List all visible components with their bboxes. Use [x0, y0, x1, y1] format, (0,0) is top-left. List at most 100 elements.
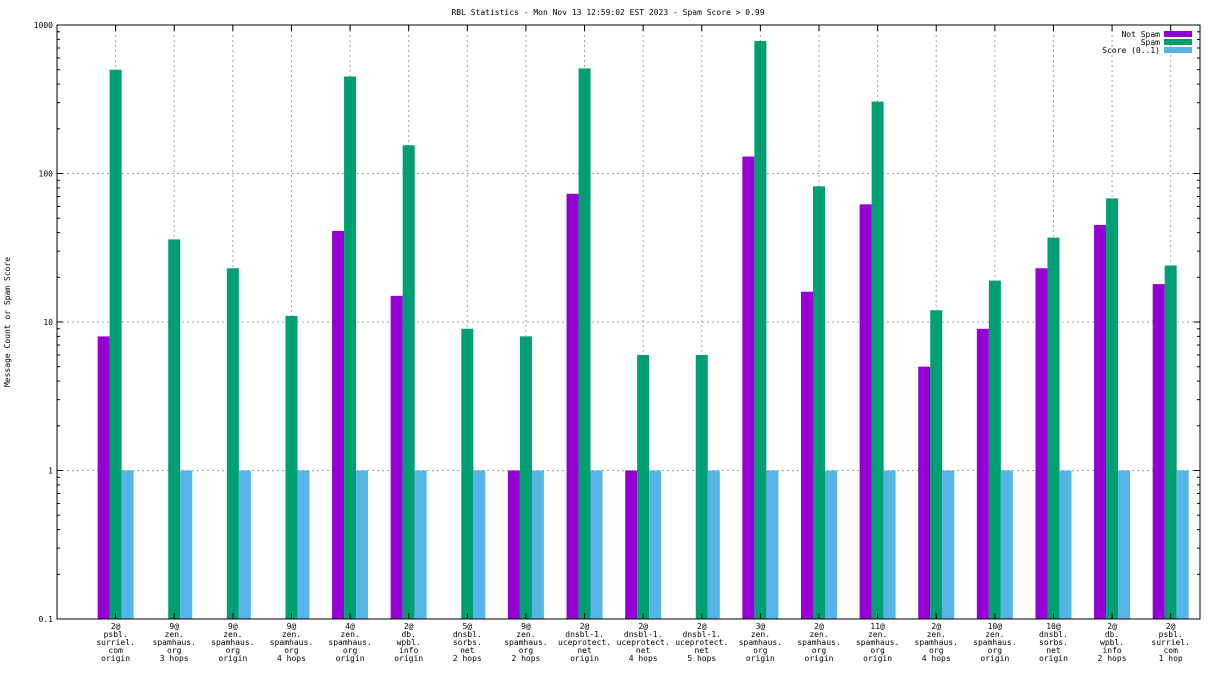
- bar-not-spam: [976, 328, 989, 619]
- x-tick-label: org: [988, 646, 1003, 655]
- x-tick-label: zen.: [165, 630, 184, 639]
- x-axis-ticks: 2@psbl.surriel.comorigin9@zen.spamhaus.o…: [96, 25, 1190, 663]
- x-tick-label: 9@: [169, 622, 179, 631]
- x-tick-label: org: [519, 646, 534, 655]
- x-tick-label: db.: [1105, 630, 1119, 639]
- legend-label: Spam: [1141, 38, 1160, 47]
- y-tick-label: 100: [39, 170, 54, 179]
- x-tick-label: info: [399, 646, 418, 655]
- bar-not-spam: [918, 366, 931, 619]
- x-tick-label: wpbl.: [1100, 638, 1124, 647]
- legend-swatch: [1164, 47, 1192, 53]
- legend-label: Not Spam: [1121, 30, 1160, 39]
- bar-spam: [578, 68, 591, 619]
- x-tick-label: spamhaus.: [504, 638, 547, 647]
- bar-spam: [344, 76, 357, 620]
- bar-score: [1176, 470, 1189, 619]
- bar-spam: [637, 354, 650, 619]
- x-tick-label: wpbl.: [397, 638, 421, 647]
- bar-spam: [871, 101, 884, 619]
- x-tick-label: origin: [1039, 654, 1068, 663]
- x-tick-label: org: [870, 646, 885, 655]
- legend-swatch: [1164, 39, 1192, 45]
- bar-spam: [1164, 265, 1177, 619]
- legend-swatch: [1164, 31, 1192, 37]
- x-tick-label: spamhaus.: [270, 638, 313, 647]
- bar-spam: [109, 69, 122, 620]
- x-tick-label: origin: [101, 654, 130, 663]
- bar-not-spam: [1152, 284, 1165, 619]
- x-tick-label: zen.: [868, 630, 887, 639]
- x-tick-label: origin: [336, 654, 365, 663]
- x-tick-label: 2@: [697, 622, 707, 631]
- bar-not-spam: [859, 204, 872, 619]
- bar-score: [1118, 470, 1131, 619]
- bar-not-spam: [507, 470, 520, 619]
- bar-spam: [988, 280, 1001, 619]
- x-tick-label: psbl.: [1159, 630, 1183, 639]
- x-tick-label: dnsbl.: [453, 630, 482, 639]
- x-tick-label: net: [577, 646, 592, 655]
- bar-score: [825, 470, 837, 619]
- y-tick-label: 10: [43, 318, 53, 327]
- x-tick-label: sorbs.: [1039, 638, 1068, 647]
- bar-score: [356, 470, 369, 619]
- y-axis-label: Message Count or Spam Score: [3, 257, 12, 387]
- x-tick-label: zen.: [809, 630, 828, 639]
- x-tick-label: spamhaus.: [856, 638, 899, 647]
- x-tick-label: org: [167, 646, 182, 655]
- x-tick-label: origin: [570, 654, 599, 663]
- x-tick-label: dnsbl.: [1039, 630, 1068, 639]
- bar-score: [238, 470, 251, 619]
- x-tick-label: com: [1163, 646, 1178, 655]
- bar-not-spam: [801, 291, 813, 619]
- x-tick-label: sorbs.: [453, 638, 482, 647]
- bar-not-spam: [332, 231, 345, 620]
- bar-score: [590, 470, 603, 619]
- x-tick-label: zen.: [516, 630, 535, 639]
- bar-not-spam: [625, 470, 638, 619]
- x-tick-label: 9@: [228, 622, 238, 631]
- bar-not-spam: [1035, 268, 1048, 619]
- x-tick-label: 10@: [1046, 622, 1061, 631]
- x-tick-label: net: [460, 646, 475, 655]
- y-tick-label: 0.1: [39, 615, 54, 624]
- x-tick-label: net: [636, 646, 651, 655]
- x-tick-label: 2@: [404, 622, 414, 631]
- x-tick-label: 2 hops: [1098, 654, 1127, 663]
- x-tick-label: dnsbl-1.: [624, 630, 663, 639]
- bar-spam: [285, 315, 298, 619]
- x-tick-label: zen.: [282, 630, 301, 639]
- x-tick-label: dnsbl-1.: [683, 630, 722, 639]
- x-tick-label: 10@: [988, 622, 1003, 631]
- x-tick-label: surriel.: [1151, 638, 1190, 647]
- x-tick-label: spamhaus.: [153, 638, 196, 647]
- x-tick-label: 2@: [931, 622, 941, 631]
- x-tick-label: surriel.: [96, 638, 135, 647]
- x-tick-label: spamhaus.: [328, 638, 371, 647]
- x-tick-label: 5 hops: [687, 654, 716, 663]
- x-tick-label: 11@: [870, 622, 885, 631]
- x-tick-label: 2@: [1166, 622, 1176, 631]
- x-tick-label: net: [695, 646, 710, 655]
- x-tick-label: 9@: [521, 622, 531, 631]
- x-tick-label: origin: [746, 654, 775, 663]
- x-tick-label: spamhaus.: [797, 638, 840, 647]
- bar-score: [766, 470, 779, 619]
- x-tick-label: spamhaus.: [915, 638, 958, 647]
- x-tick-label: net: [1046, 646, 1061, 655]
- x-tick-label: org: [284, 646, 299, 655]
- x-tick-label: db.: [401, 630, 415, 639]
- x-tick-label: origin: [394, 654, 423, 663]
- x-tick-label: org: [343, 646, 358, 655]
- x-tick-label: zen.: [751, 630, 770, 639]
- x-tick-label: zen.: [223, 630, 242, 639]
- x-tick-label: com: [108, 646, 123, 655]
- bar-score: [297, 470, 310, 619]
- bar-score: [1059, 470, 1072, 619]
- bar-spam: [1106, 198, 1119, 619]
- x-tick-label: 2@: [580, 622, 590, 631]
- bar-score: [942, 470, 955, 619]
